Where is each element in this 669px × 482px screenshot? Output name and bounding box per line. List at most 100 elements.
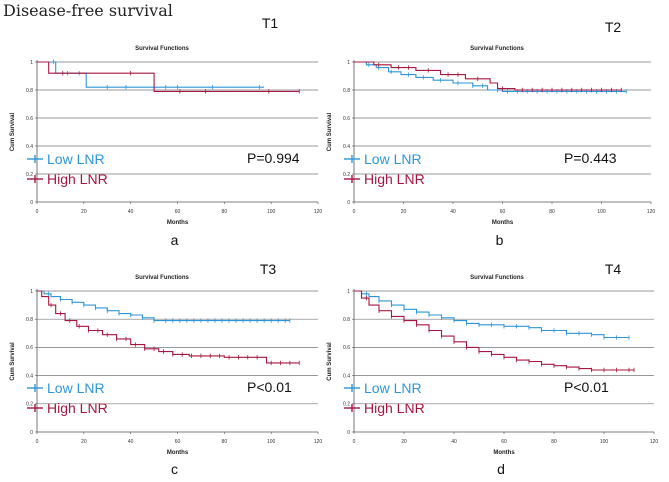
y-tick-label: 0.8 <box>343 88 350 94</box>
y-tick-label: 0.4 <box>343 144 350 150</box>
x-tick-label: 120 <box>647 209 656 215</box>
y-tick-label: 0.2 <box>26 402 33 408</box>
panel-letter: c <box>171 461 178 477</box>
x-tick-label: 0 <box>353 209 356 215</box>
x-axis-label: Months <box>167 450 189 456</box>
y-tick-label: 0.4 <box>26 144 33 150</box>
legend-label: Low LNR <box>47 380 105 396</box>
y-tick-label: 1 <box>30 60 33 66</box>
legend-entry: High LNR <box>27 171 108 187</box>
low-lnr-curve <box>37 61 265 88</box>
panel-tag: T2 <box>605 19 622 35</box>
p-value: P=0.443 <box>564 150 617 166</box>
y-tick-label: 0.2 <box>26 172 33 178</box>
y-axis-label: Cum Survival <box>10 342 16 381</box>
p-value: P=0.994 <box>247 150 300 166</box>
legend-label: High LNR <box>47 400 108 416</box>
high-lnr-curve <box>354 290 634 371</box>
y-tick-label: 0 <box>30 430 33 436</box>
legend-entry: High LNR <box>27 400 108 416</box>
x-tick-label: 40 <box>128 439 134 445</box>
legend-entry: High LNR <box>344 400 425 416</box>
x-tick-label: 120 <box>314 209 323 215</box>
low-lnr-curve <box>37 290 290 322</box>
x-tick-label: 0 <box>36 439 39 445</box>
y-tick-label: 0.6 <box>26 345 33 351</box>
x-tick-label: 100 <box>267 209 276 215</box>
low-lnr-curve <box>354 61 627 92</box>
x-tick-label: 60 <box>175 209 181 215</box>
y-axis-label: Cum Survival <box>327 342 333 381</box>
chart-title: Survival Functions <box>470 46 524 52</box>
panel-d: 0 0.2 0.4 0.6 0.8 1 0 20 40 60 80 100 120 Survival Fu… <box>327 261 658 477</box>
panel-tag: T1 <box>262 15 279 31</box>
y-tick-label: 0 <box>347 430 350 436</box>
legend-entry: Low LNR <box>344 151 422 167</box>
y-axis-label: Cum Survival <box>327 113 333 152</box>
y-tick-label: 0.6 <box>343 345 350 351</box>
x-tick-label: 60 <box>500 209 506 215</box>
legend-label: Low LNR <box>364 151 422 167</box>
y-tick-label: 0.8 <box>343 317 350 323</box>
legend-entry: Low LNR <box>27 380 105 396</box>
x-tick-label: 60 <box>501 439 507 445</box>
x-tick-label: 100 <box>267 439 276 445</box>
x-tick-label: 100 <box>600 439 609 445</box>
x-tick-label: 20 <box>81 439 87 445</box>
panel-b: 0 0.2 0.4 0.6 0.8 1 0 20 40 60 80 100 120 Survival Fu… <box>327 19 655 248</box>
y-tick-label: 1 <box>347 289 350 295</box>
legend-label: High LNR <box>364 400 425 416</box>
figure-title: Disease-free survival <box>3 1 173 20</box>
panel-tag: T4 <box>605 261 622 277</box>
chart-title: Survival Functions <box>135 46 189 52</box>
y-tick-label: 0.4 <box>26 373 33 379</box>
legend-label: Low LNR <box>47 151 105 167</box>
y-tick-label: 0.2 <box>343 172 350 178</box>
legend-entry: High LNR <box>344 171 425 187</box>
x-tick-label: 60 <box>175 439 181 445</box>
chart-title: Survival Functions <box>135 275 189 281</box>
y-tick-label: 0.2 <box>343 402 350 408</box>
panel-tag: T3 <box>260 261 277 277</box>
y-tick-label: 0.4 <box>343 373 350 379</box>
x-tick-label: 40 <box>451 439 457 445</box>
legend-label: Low LNR <box>364 380 422 396</box>
high-lnr-curve <box>37 290 300 364</box>
x-tick-label: 80 <box>551 439 557 445</box>
p-value: P<0.01 <box>247 379 292 395</box>
legend-label: High LNR <box>364 171 425 187</box>
x-tick-label: 80 <box>222 209 228 215</box>
panel-letter: a <box>171 232 179 248</box>
y-tick-label: 0.8 <box>26 317 33 323</box>
x-tick-label: 100 <box>597 209 606 215</box>
legend-entry: Low LNR <box>27 151 105 167</box>
legend-label: High LNR <box>47 171 108 187</box>
p-value: P<0.01 <box>564 379 609 395</box>
x-tick-label: 40 <box>450 209 456 215</box>
high-lnr-curve <box>37 61 300 92</box>
y-tick-label: 0.6 <box>343 116 350 122</box>
y-tick-label: 0.8 <box>26 88 33 94</box>
y-tick-label: 1 <box>30 289 33 295</box>
panel-letter: b <box>496 232 504 248</box>
y-tick-label: 1 <box>347 60 350 66</box>
x-tick-label: 20 <box>401 209 407 215</box>
x-axis-label: Months <box>492 220 514 226</box>
panel-a: 0 0.2 0.4 0.6 0.8 1 0 20 40 60 80 100 120 Survival Fu… <box>10 15 322 248</box>
x-tick-label: 40 <box>128 209 134 215</box>
x-tick-label: 80 <box>222 439 228 445</box>
y-tick-label: 0 <box>30 200 33 206</box>
legend-entry: Low LNR <box>344 380 422 396</box>
x-axis-label: Months <box>493 450 515 456</box>
low-lnr-curve <box>354 290 629 339</box>
x-tick-label: 20 <box>401 439 407 445</box>
panel-c: 0 0.2 0.4 0.6 0.8 1 0 20 40 60 80 100 120 Survival Fu… <box>10 261 322 477</box>
high-lnr-curve <box>354 61 622 91</box>
panel-letter: d <box>497 461 505 477</box>
x-tick-label: 80 <box>549 209 555 215</box>
y-tick-label: 0 <box>347 200 350 206</box>
x-tick-label: 0 <box>36 209 39 215</box>
x-tick-label: 120 <box>650 439 659 445</box>
x-tick-label: 0 <box>353 439 356 445</box>
